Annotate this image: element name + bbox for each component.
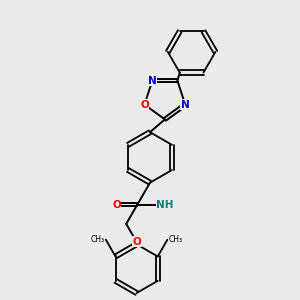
Text: NH: NH — [156, 200, 174, 210]
Text: N: N — [181, 100, 190, 110]
Text: CH₃: CH₃ — [90, 235, 104, 244]
Text: O: O — [132, 237, 141, 247]
Text: N: N — [148, 76, 157, 86]
Text: O: O — [140, 100, 149, 110]
Text: O: O — [112, 200, 121, 210]
Text: CH₃: CH₃ — [169, 235, 183, 244]
